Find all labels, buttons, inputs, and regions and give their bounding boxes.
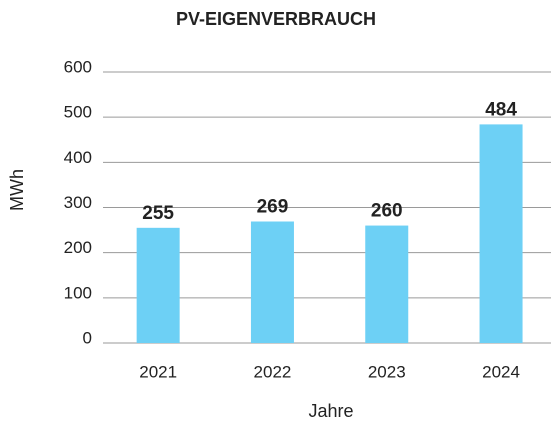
chart-title: PV-EIGENVERBRAUCH [176,9,376,29]
bar [479,124,523,343]
bar [365,225,409,343]
x-tick-label: 2023 [368,362,406,381]
y-tick-label: 300 [64,193,92,212]
y-tick-label: 600 [64,57,92,76]
data-label: 260 [371,201,403,222]
y-axis-label: MWh [7,169,27,211]
y-tick-label: 0 [83,328,92,347]
y-tick-label: 500 [64,103,92,122]
bar [250,221,294,343]
data-label: 255 [142,203,174,224]
y-tick-label: 100 [64,283,92,302]
data-label: 269 [257,197,289,218]
x-tick-label: 2022 [254,362,292,381]
y-tick-label: 200 [64,238,92,257]
data-label: 484 [485,99,517,120]
bar [136,227,180,343]
x-tick-label: 2021 [139,362,177,381]
x-tick-label: 2024 [482,362,520,381]
y-tick-label: 400 [64,148,92,167]
x-axis-label: Jahre [308,401,353,421]
